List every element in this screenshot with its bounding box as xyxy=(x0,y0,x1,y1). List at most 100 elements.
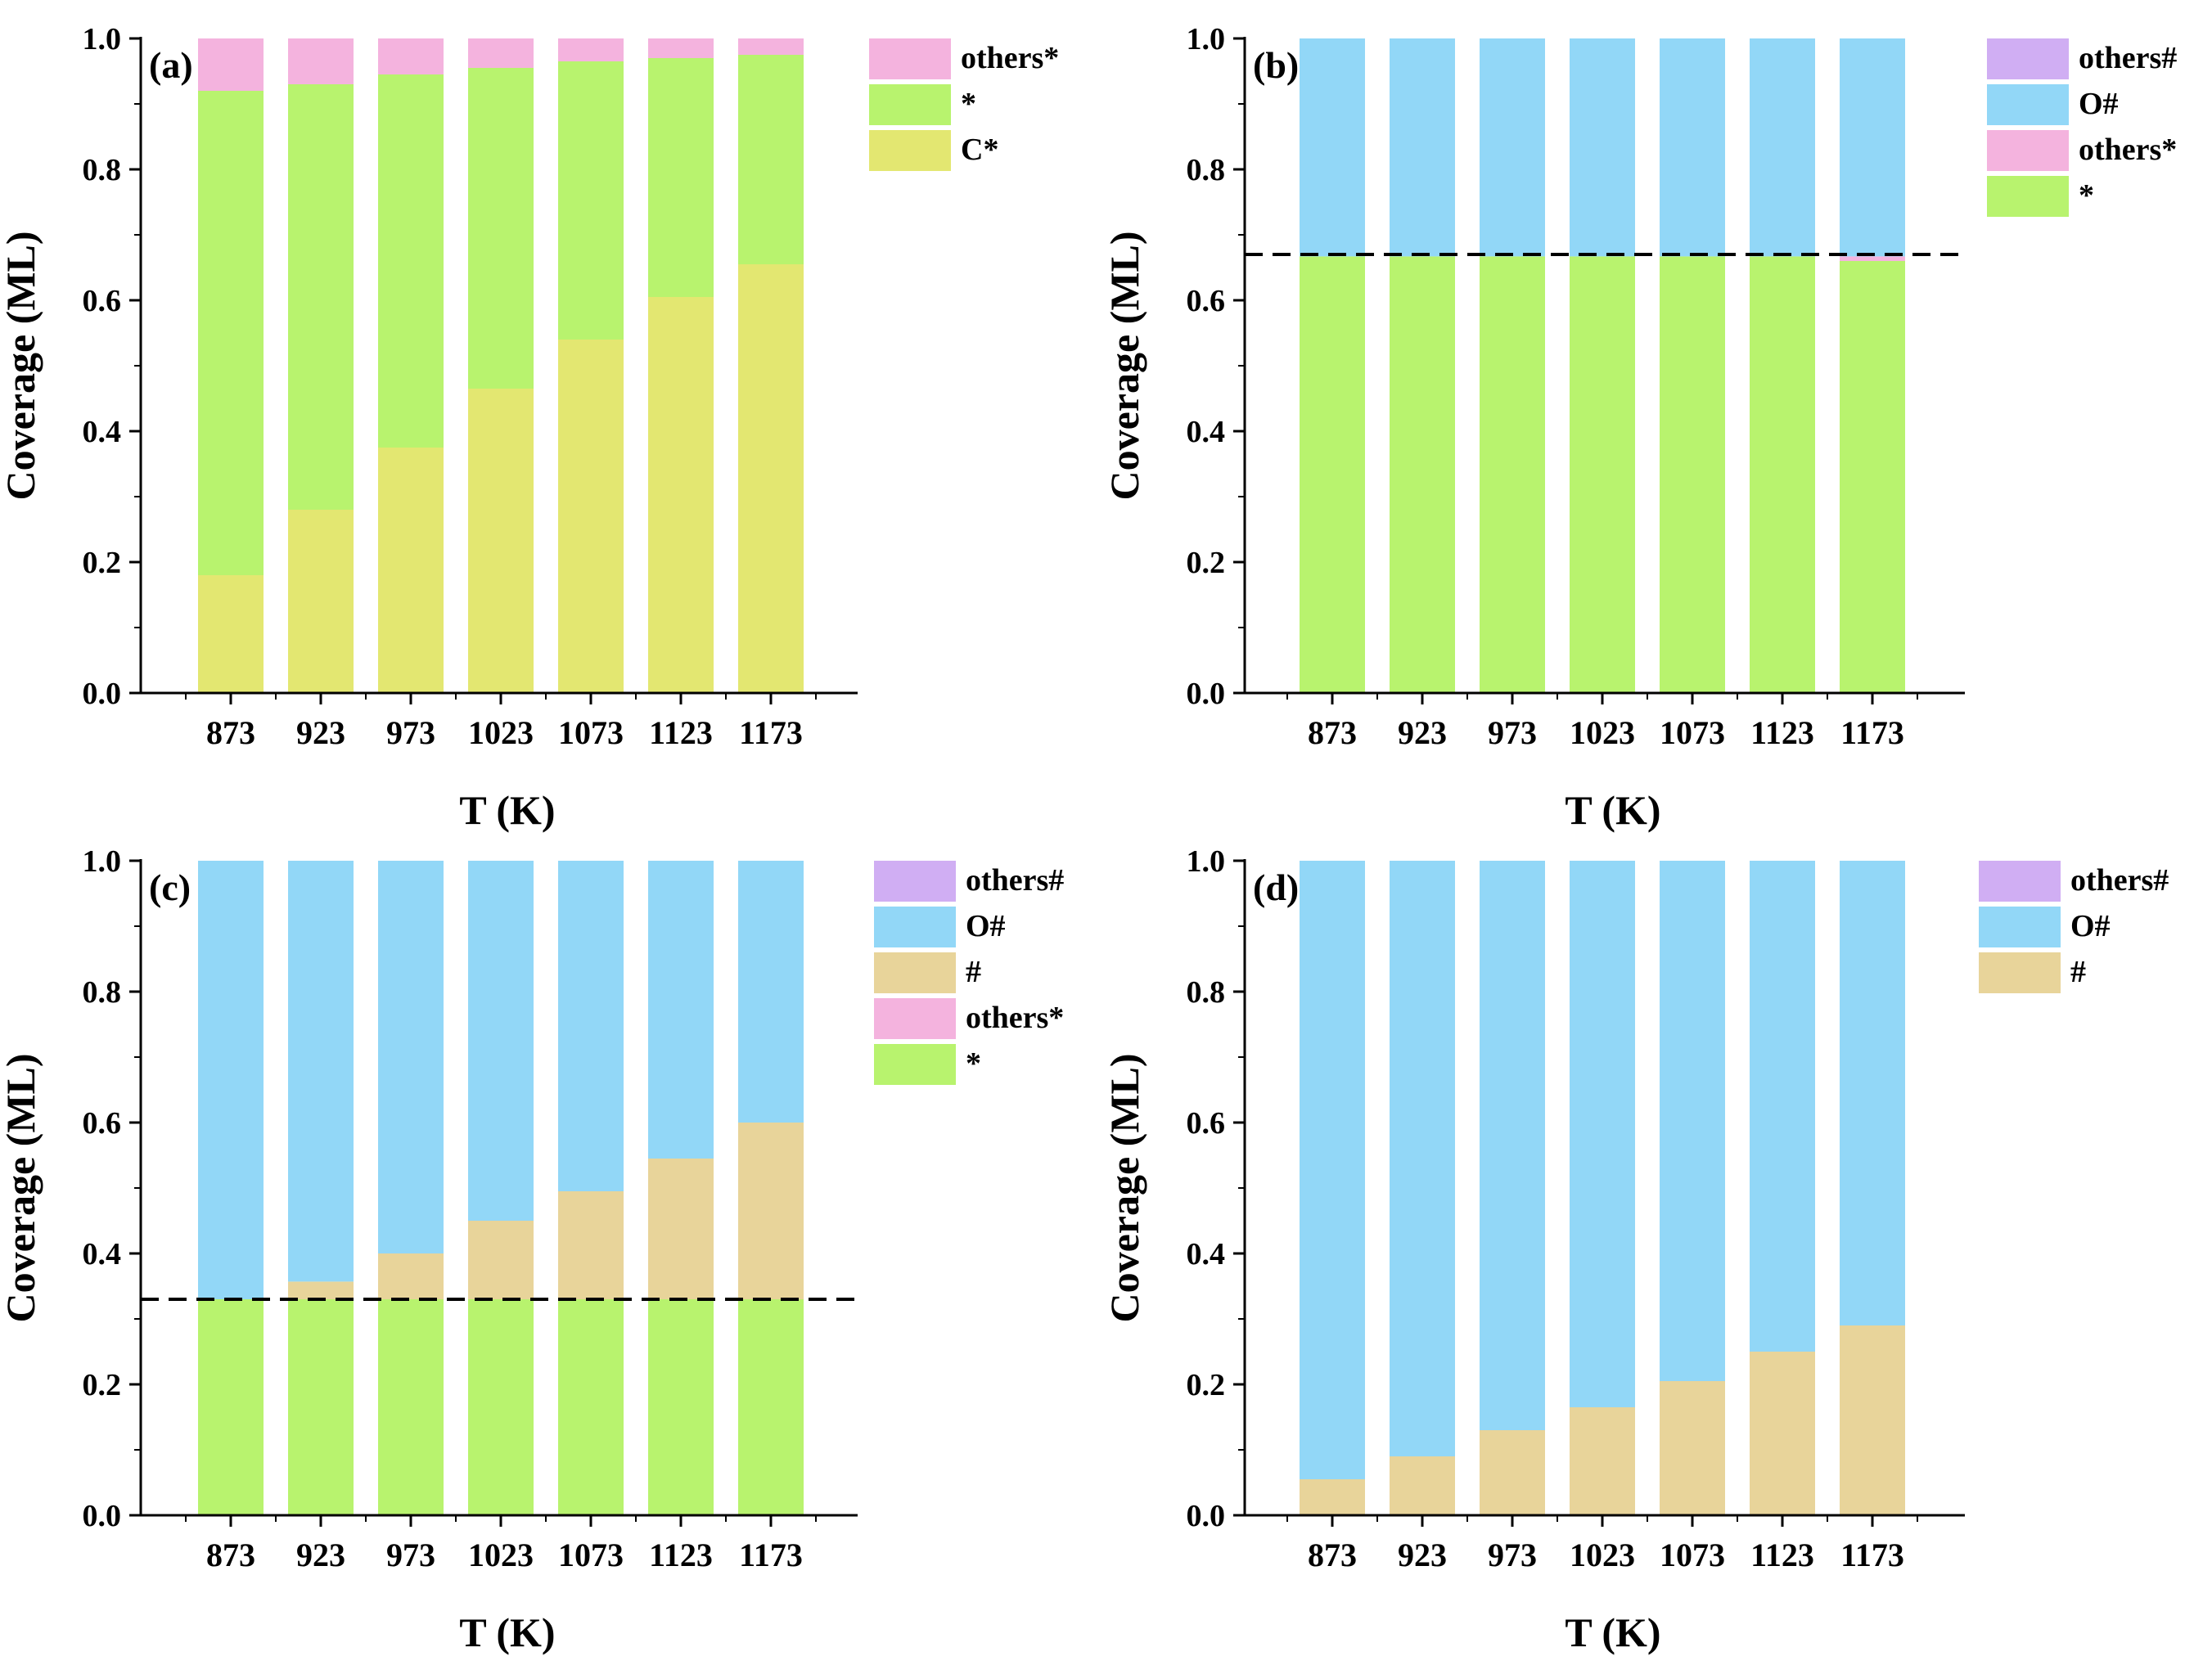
x-tick-label: 973 xyxy=(1488,1537,1537,1573)
panel-label: (b) xyxy=(1253,44,1299,86)
bar-segment xyxy=(1570,1407,1635,1515)
x-tick-label: 1023 xyxy=(1570,714,1635,751)
x-tick-label: 1023 xyxy=(468,1537,534,1573)
bar-segment xyxy=(1480,38,1545,257)
bar-segment xyxy=(198,38,264,91)
bar-segment xyxy=(288,84,354,510)
x-tick-label: 873 xyxy=(1308,1537,1357,1573)
legend-swatch xyxy=(874,907,956,947)
bar-segment xyxy=(1390,861,1455,1456)
bar-segment xyxy=(378,38,444,74)
y-tick-label: 0.6 xyxy=(83,284,122,318)
legend-swatch xyxy=(1987,38,2069,79)
y-tick-label: 0.4 xyxy=(1187,1237,1226,1271)
bar-segment xyxy=(378,448,444,693)
bar-segment xyxy=(288,1299,354,1515)
bar-segment xyxy=(648,297,714,693)
x-tick-label: 1173 xyxy=(739,714,803,751)
y-tick-label: 1.0 xyxy=(83,22,122,56)
panel-label: (d) xyxy=(1253,866,1299,908)
bar-segment xyxy=(1300,38,1365,257)
y-tick-label: 1.0 xyxy=(1187,844,1226,879)
x-tick-label: 873 xyxy=(206,714,255,751)
bar-segment xyxy=(558,61,624,340)
legend: others# O# others* * xyxy=(1987,38,2177,217)
bar-segment xyxy=(1660,256,1725,693)
y-tick-label: 0.4 xyxy=(83,1237,122,1271)
legend-label: # xyxy=(966,955,981,989)
y-tick-label: 0.2 xyxy=(1187,1368,1226,1402)
bar-segment xyxy=(1840,1325,1905,1515)
bar-segment xyxy=(738,55,804,264)
x-tick-label: 1023 xyxy=(1570,1537,1635,1573)
bar-segment xyxy=(1660,38,1725,257)
y-tick-label: 0.2 xyxy=(83,1368,122,1402)
bar-segment xyxy=(378,1253,444,1299)
bar-segment xyxy=(1480,1430,1545,1515)
x-tick-label: 923 xyxy=(1398,1537,1447,1573)
legend-label: O# xyxy=(966,909,1006,943)
bar-segment xyxy=(558,861,624,1191)
legend-swatch xyxy=(869,130,951,171)
chart-panel-d: 873 923 973 1023 1073 1123 1173 0.0 0.2 0.4 0.6 0.8… xyxy=(1101,844,2169,1655)
x-tick-label: 923 xyxy=(296,1537,345,1573)
y-tick-label: 0.0 xyxy=(83,1499,122,1533)
bar-segment xyxy=(1300,861,1365,1479)
bar-segment xyxy=(198,91,264,575)
legend-label: # xyxy=(2070,955,2086,989)
legend-label: O# xyxy=(2079,87,2119,121)
bar-segment xyxy=(738,1299,804,1515)
bar-segment xyxy=(198,861,264,1299)
y-tick-label: 0.0 xyxy=(83,677,122,711)
legend-swatch xyxy=(869,38,951,79)
bar-segment xyxy=(468,1299,534,1515)
x-tick-label: 1123 xyxy=(649,1537,713,1573)
bar-segment xyxy=(1840,38,1905,257)
x-tick-label: 1073 xyxy=(558,714,624,751)
x-tick-label: 1173 xyxy=(739,1537,803,1573)
bar-segment xyxy=(648,1299,714,1515)
y-tick-label: 0.0 xyxy=(1187,677,1226,711)
legend-swatch xyxy=(869,84,951,125)
legend-label: others* xyxy=(961,41,1059,75)
legend-label: others# xyxy=(2070,863,2169,898)
bar-segment xyxy=(1390,1456,1455,1515)
x-axis-label: T (K) xyxy=(1565,1609,1660,1655)
bar-segment xyxy=(1840,256,1905,261)
legend-label: * xyxy=(966,1046,981,1081)
bar-segment xyxy=(198,575,264,693)
legend: others* * C* xyxy=(869,38,1059,171)
legend: others# O# # others* * xyxy=(874,861,1064,1085)
y-tick-label: 0.4 xyxy=(1187,415,1226,449)
x-tick-label: 873 xyxy=(1308,714,1357,751)
y-axis-label: Coverage (ML) xyxy=(0,1053,43,1322)
x-tick-label: 923 xyxy=(1398,714,1447,751)
bar-segment xyxy=(558,1191,624,1299)
bar-segment xyxy=(288,510,354,693)
x-axis-label: T (K) xyxy=(459,787,555,833)
legend-label: others# xyxy=(2079,41,2177,75)
bar-segment xyxy=(1660,861,1725,1381)
bar-segment xyxy=(1840,861,1905,1325)
x-tick-label: 1123 xyxy=(1750,1537,1814,1573)
bar-segment xyxy=(468,1221,534,1299)
legend-label: others* xyxy=(966,1001,1064,1035)
bar-segment xyxy=(288,861,354,1282)
bar-segment xyxy=(1300,1479,1365,1515)
y-tick-label: 0.6 xyxy=(83,1106,122,1141)
x-tick-label: 1123 xyxy=(1750,714,1814,751)
bar-segment xyxy=(1480,861,1545,1430)
bar-segment xyxy=(648,861,714,1159)
bar-segment xyxy=(648,58,714,297)
legend: others# O# # xyxy=(1979,861,2169,993)
legend-swatch xyxy=(1979,907,2061,947)
y-tick-label: 0.2 xyxy=(83,546,122,580)
y-tick-label: 1.0 xyxy=(83,844,122,879)
y-tick-label: 0.0 xyxy=(1187,1499,1226,1533)
x-tick-label: 1073 xyxy=(1660,1537,1725,1573)
y-tick-label: 0.8 xyxy=(83,153,122,187)
legend-label: others# xyxy=(966,863,1064,898)
bar-segment xyxy=(1750,1352,1815,1515)
bar-segment xyxy=(468,68,534,389)
